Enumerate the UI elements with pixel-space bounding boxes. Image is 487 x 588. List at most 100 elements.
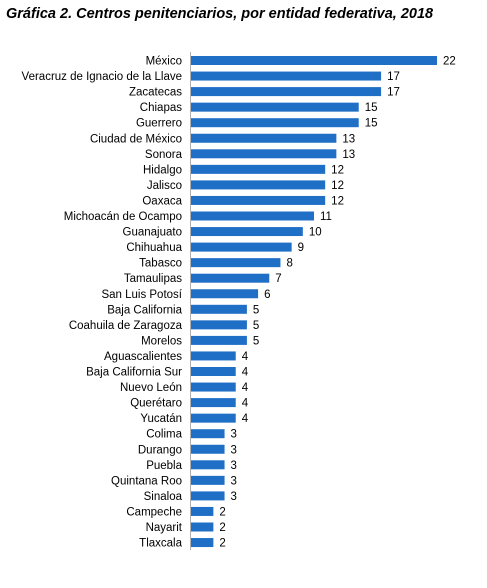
category-label: Querétaro bbox=[130, 398, 182, 410]
category-label: Campeche bbox=[126, 506, 182, 518]
bar bbox=[191, 180, 326, 190]
category-label: Ciudad de México bbox=[90, 133, 182, 145]
category-label: Sonora bbox=[145, 149, 183, 161]
data-label: 9 bbox=[298, 242, 304, 254]
bar bbox=[191, 429, 225, 439]
bar bbox=[191, 506, 214, 516]
chart-title: Gráfica 2. Centros penitenciarios, por e… bbox=[6, 6, 434, 22]
data-label: 12 bbox=[331, 180, 344, 192]
data-label: 2 bbox=[219, 522, 225, 534]
data-label: 5 bbox=[253, 335, 259, 347]
data-label: 3 bbox=[231, 491, 237, 503]
data-label: 2 bbox=[219, 538, 225, 550]
category-label: Nayarit bbox=[146, 522, 183, 534]
category-label: Sinaloa bbox=[144, 491, 183, 503]
bar bbox=[191, 227, 303, 237]
category-label: México bbox=[146, 56, 182, 68]
bar bbox=[191, 491, 225, 501]
category-label: San Luis Potosí bbox=[101, 289, 182, 301]
category-label: Coahuila de Zaragoza bbox=[69, 320, 183, 332]
bar bbox=[191, 320, 247, 330]
bar bbox=[191, 149, 337, 159]
data-label: 2 bbox=[219, 506, 225, 518]
data-label: 13 bbox=[342, 133, 355, 145]
data-label: 6 bbox=[264, 289, 270, 301]
data-label: 13 bbox=[342, 149, 355, 161]
category-label: Veracruz de Ignacio de la Llave bbox=[22, 71, 182, 83]
data-label: 7 bbox=[275, 273, 281, 285]
bar bbox=[191, 522, 214, 532]
bar bbox=[191, 382, 236, 392]
bar bbox=[191, 413, 236, 423]
data-label: 17 bbox=[387, 71, 400, 83]
category-label: Zacatecas bbox=[129, 87, 182, 99]
category-label: Baja California Sur bbox=[86, 367, 182, 379]
category-label: Jalisco bbox=[147, 180, 182, 192]
bar bbox=[191, 335, 247, 345]
bar bbox=[191, 538, 214, 548]
bar bbox=[191, 87, 382, 97]
data-label: 22 bbox=[443, 56, 456, 68]
data-label: 4 bbox=[242, 351, 249, 363]
bar bbox=[191, 56, 437, 65]
bar bbox=[191, 367, 236, 376]
data-label: 8 bbox=[286, 258, 292, 270]
category-label: Durango bbox=[138, 444, 182, 456]
category-label: Chiapas bbox=[140, 102, 182, 114]
category-label: Yucatán bbox=[140, 413, 182, 425]
data-label: 15 bbox=[365, 102, 378, 114]
bar bbox=[191, 289, 259, 299]
category-label: Tabasco bbox=[139, 258, 182, 270]
bar bbox=[191, 164, 326, 174]
category-label: Hidalgo bbox=[143, 164, 182, 176]
bar bbox=[191, 273, 270, 283]
data-label: 3 bbox=[231, 475, 237, 487]
category-label: Puebla bbox=[146, 460, 182, 472]
category-label: Oaxaca bbox=[142, 195, 182, 207]
data-label: 3 bbox=[231, 429, 237, 441]
bar bbox=[191, 444, 225, 454]
bar bbox=[191, 351, 236, 361]
data-label: 12 bbox=[331, 195, 344, 207]
bar bbox=[191, 195, 326, 205]
category-label: Tlaxcala bbox=[139, 538, 182, 550]
bar bbox=[191, 460, 225, 470]
category-label: Michoacán de Ocampo bbox=[64, 211, 182, 223]
bar bbox=[191, 118, 359, 128]
category-label: Tamaulipas bbox=[124, 273, 182, 285]
data-label: 5 bbox=[253, 320, 259, 332]
category-label: Baja California bbox=[107, 304, 182, 316]
bar bbox=[191, 398, 236, 408]
bar bbox=[191, 71, 382, 81]
data-label: 3 bbox=[231, 460, 237, 472]
category-label: Quintana Roo bbox=[111, 475, 182, 487]
category-label: Chihuahua bbox=[126, 242, 182, 254]
data-label: 4 bbox=[242, 398, 249, 410]
bar bbox=[191, 102, 359, 112]
bar bbox=[191, 133, 337, 143]
data-label: 11 bbox=[320, 211, 332, 223]
category-label: Morelos bbox=[141, 335, 182, 347]
category-label: Colima bbox=[146, 429, 182, 441]
category-label: Guerrero bbox=[136, 118, 182, 130]
bar bbox=[191, 211, 314, 221]
data-label: 15 bbox=[365, 118, 378, 130]
data-label: 10 bbox=[309, 227, 322, 239]
data-label: 5 bbox=[253, 304, 259, 316]
data-label: 12 bbox=[331, 164, 344, 176]
category-label: Nuevo León bbox=[120, 382, 182, 394]
category-label: Aguascalientes bbox=[104, 351, 182, 363]
data-label: 4 bbox=[242, 367, 249, 379]
data-label: 4 bbox=[242, 413, 249, 425]
data-label: 3 bbox=[231, 444, 237, 456]
category-label: Guanajuato bbox=[123, 227, 182, 239]
bar bbox=[191, 304, 247, 314]
data-label: 4 bbox=[242, 382, 249, 394]
data-label: 17 bbox=[387, 87, 400, 99]
bar bbox=[191, 242, 292, 252]
bar bbox=[191, 475, 225, 485]
bar bbox=[191, 258, 281, 268]
